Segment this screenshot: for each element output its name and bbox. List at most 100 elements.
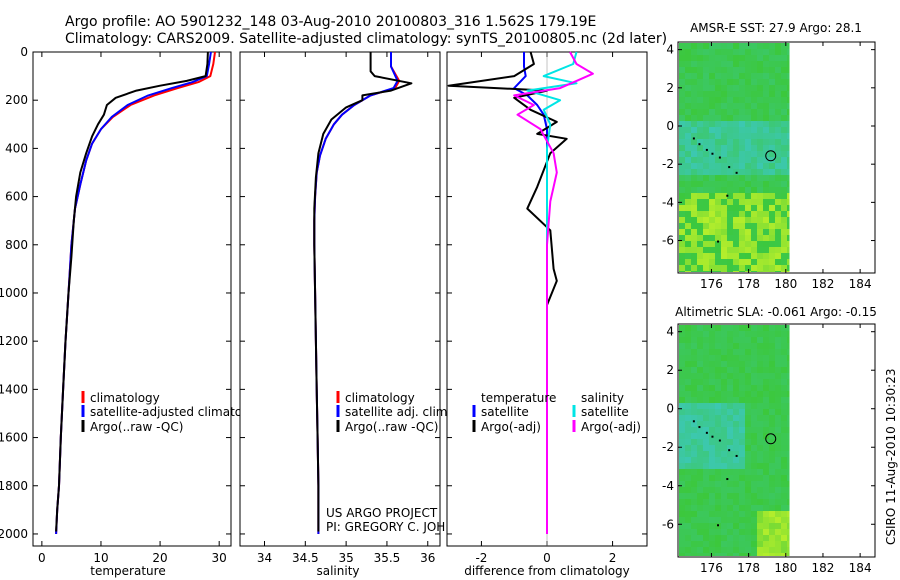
heatmap-cell	[757, 151, 763, 157]
heatmap-cell	[781, 115, 787, 121]
heatmap-cell	[775, 529, 781, 535]
heatmap-cell	[769, 457, 775, 463]
heatmap-cell	[745, 325, 751, 331]
heatmap-cell	[763, 187, 769, 193]
heatmap-cell	[787, 175, 790, 181]
heatmap-cell	[769, 205, 775, 211]
heatmap-cell	[691, 103, 697, 109]
heatmap-cell	[745, 427, 751, 433]
heatmap-cell	[733, 67, 739, 73]
heatmap-cell	[733, 121, 739, 127]
heatmap-cell	[691, 409, 697, 415]
heatmap-cell	[709, 85, 715, 91]
heatmap-cell	[781, 367, 787, 373]
heatmap-cell	[715, 163, 721, 169]
heatmap-cell	[691, 487, 697, 493]
heatmap-cell	[697, 199, 703, 205]
heatmap-cell	[781, 133, 787, 139]
heatmap-cell	[787, 49, 790, 55]
heatmap-cell	[697, 463, 703, 469]
heatmap-cell	[745, 169, 751, 175]
heatmap-cell	[757, 541, 763, 547]
heatmap-cell	[751, 205, 757, 211]
heatmap-cell	[691, 199, 697, 205]
heatmap-cell	[757, 349, 763, 355]
heatmap-cell	[715, 151, 721, 157]
heatmap-cell	[775, 163, 781, 169]
heatmap-cell	[709, 541, 715, 547]
heatmap-cell	[685, 67, 691, 73]
heatmap-cell	[781, 433, 787, 439]
heatmap-cell	[769, 541, 775, 547]
heatmap-cell	[679, 61, 685, 67]
heatmap-cell	[769, 109, 775, 115]
temperature-axes-box	[32, 51, 232, 547]
heatmap-cell	[703, 61, 709, 67]
heatmap-cell	[679, 439, 685, 445]
heatmap-cell	[703, 421, 709, 427]
heatmap-cell	[787, 91, 790, 97]
heatmap-cell	[709, 67, 715, 73]
heatmap-cell	[751, 523, 757, 529]
heatmap-cell	[781, 391, 787, 397]
heatmap-cell	[691, 439, 697, 445]
heatmap-cell	[709, 325, 715, 331]
heatmap-cell	[679, 91, 685, 97]
heatmap-cell	[769, 169, 775, 175]
heatmap-cell	[709, 535, 715, 541]
heatmap-cell	[733, 61, 739, 67]
heatmap-cell	[745, 391, 751, 397]
heatmap-cell	[775, 79, 781, 85]
heatmap-cell	[685, 553, 691, 556]
heatmap-cell	[733, 157, 739, 163]
heatmap-cell	[757, 97, 763, 103]
heatmap-cell	[685, 415, 691, 421]
heatmap-cell	[757, 265, 763, 271]
heatmap-cell	[739, 325, 745, 331]
heatmap-cell	[703, 355, 709, 361]
heatmap-cell	[787, 211, 790, 217]
heatmap-cell	[769, 499, 775, 505]
float-position-marker	[765, 150, 777, 162]
heatmap-cell	[715, 67, 721, 73]
heatmap-cell	[697, 439, 703, 445]
heatmap-cell	[715, 331, 721, 337]
heatmap-cell	[697, 127, 703, 133]
heatmap-cell	[715, 427, 721, 433]
heatmap-cell	[703, 229, 709, 235]
heatmap-cell	[715, 451, 721, 457]
heatmap-cell	[679, 499, 685, 505]
heatmap-cell	[763, 115, 769, 121]
heatmap-cell	[775, 439, 781, 445]
heatmap-cell	[715, 103, 721, 109]
heatmap-cell	[745, 445, 751, 451]
heatmap-cell	[715, 55, 721, 61]
sla-map-x-ticks: 176 178 180 182 184	[700, 324, 872, 575]
y-tick-label: 400	[5, 141, 28, 155]
heatmap-cell	[757, 175, 763, 181]
heatmap-cell	[733, 349, 739, 355]
heatmap-cell	[739, 367, 745, 373]
heatmap-cell	[739, 469, 745, 475]
heatmap-cell	[715, 391, 721, 397]
heatmap-cell	[709, 163, 715, 169]
heatmap-cell	[775, 265, 781, 271]
csiro-timestamp: CSIRO 11-Aug-2010 10:30:23	[884, 369, 898, 545]
heatmap-cell	[739, 241, 745, 247]
heatmap-cell	[751, 265, 757, 271]
heatmap-cell	[733, 43, 739, 49]
heatmap-cell	[709, 49, 715, 55]
heatmap-cell	[733, 493, 739, 499]
heatmap-cell	[745, 433, 751, 439]
heatmap-cell	[685, 109, 691, 115]
heatmap-cell	[739, 409, 745, 415]
heatmap-cell	[691, 271, 697, 272]
heatmap-cell	[763, 271, 769, 272]
heatmap-cell	[679, 247, 685, 253]
heatmap-cell	[733, 199, 739, 205]
heatmap-cell	[685, 517, 691, 523]
heatmap-cell	[691, 331, 697, 337]
heatmap-cell	[751, 247, 757, 253]
heatmap-cell	[709, 265, 715, 271]
heatmap-cell	[781, 265, 787, 271]
